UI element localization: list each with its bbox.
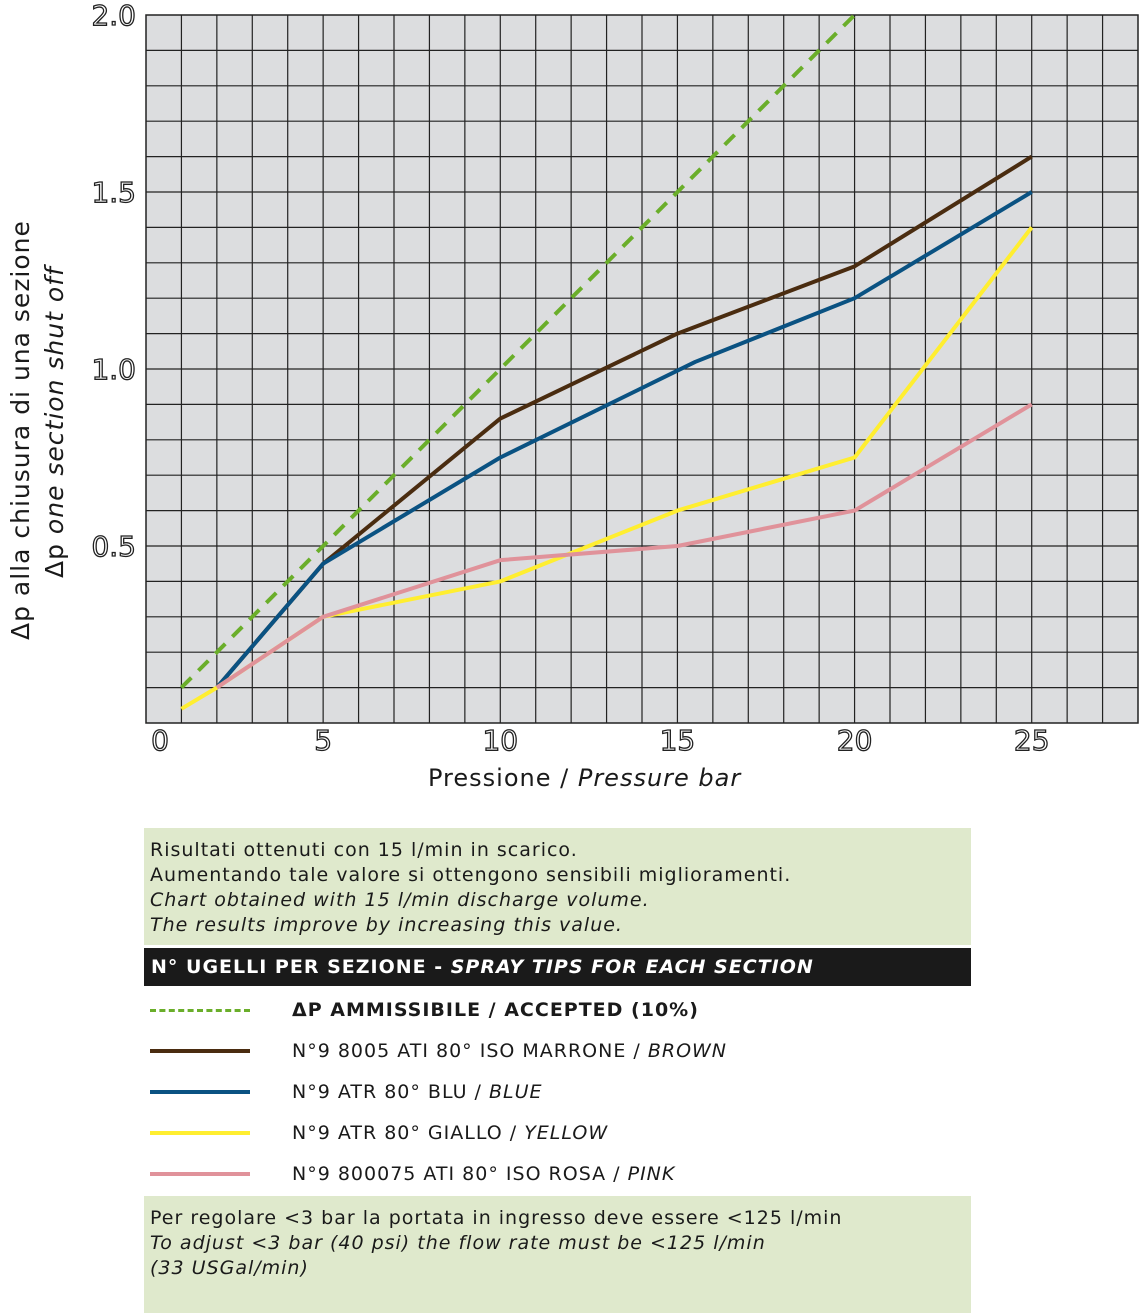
y-tick-label: 2.0 <box>91 0 136 32</box>
legend-item: ΔP AMMISSIBILE / ACCEPTED (10%) <box>150 998 699 1022</box>
x-axis-label-it: Pressione <box>428 764 552 792</box>
y-tick-label: 1.0 <box>91 353 136 386</box>
note-line: (33 USGal/min) <box>150 1257 309 1279</box>
note-line: To adjust <3 bar (40 psi) the flow rate … <box>150 1232 766 1254</box>
legend-label-en: BLUE <box>489 1081 543 1103</box>
x-tick-label: 5 <box>314 724 332 757</box>
legend-label: N°9 ATR 80° BLU / <box>292 1081 489 1103</box>
legend-swatch <box>150 1131 250 1135</box>
series-line-0 <box>180 13 856 690</box>
legend-swatch <box>150 1049 250 1053</box>
series-line-4 <box>215 402 1033 690</box>
legend-label: N°9 8005 ATI 80° ISO MARRONE / <box>292 1040 648 1062</box>
x-tick-label: 20 <box>837 724 873 757</box>
legend-item: N°9 800075 ATI 80° ISO ROSA / PINK <box>150 1162 675 1186</box>
legend-item: N°9 ATR 80° BLU / BLUE <box>150 1080 543 1104</box>
x-axis-label-sep: / <box>551 764 578 792</box>
legend-swatch <box>150 1172 250 1176</box>
note-line: Per regolare <3 bar la portata in ingres… <box>150 1207 843 1229</box>
note-discharge: Risultati ottenuti con 15 l/min in scari… <box>144 828 971 945</box>
legend-label: N°9 800075 ATI 80° ISO ROSA / <box>292 1163 628 1185</box>
legend-item: N°9 8005 ATI 80° ISO MARRONE / BROWN <box>150 1039 727 1063</box>
legend-label: N°9 ATR 80° GIALLO / <box>292 1122 525 1144</box>
y-tick-label: 0.5 <box>91 530 136 563</box>
y-axis-label-en: Δp one section shut off <box>40 266 69 578</box>
y-tick-label: 1.5 <box>91 176 136 209</box>
y-axis-label-en-text: one section shut off <box>40 266 69 535</box>
note-flow-rate: Per regolare <3 bar la portata in ingres… <box>144 1196 971 1313</box>
note-line: Aumentando tale valore si ottengono sens… <box>150 864 792 886</box>
legend-label-en: YELLOW <box>524 1122 609 1144</box>
x-tick-label: 15 <box>660 724 696 757</box>
legend-label: ΔP AMMISSIBILE / ACCEPTED (10%) <box>292 999 699 1021</box>
x-axis-label-en: Pressure bar <box>577 764 742 792</box>
legend-swatch <box>150 1090 250 1094</box>
legend-item: N°9 ATR 80° GIALLO / YELLOW <box>150 1121 608 1145</box>
x-axis-label: Pressione / Pressure bar <box>428 764 741 792</box>
x-tick-label: 0 <box>151 724 169 757</box>
legend-header: N° UGELLI PER SEZIONE - SPRAY TIPS FOR E… <box>144 948 971 986</box>
chart: 0 5 10 15 20 25 0.5 1.0 1.5 2.0 <box>91 0 1139 758</box>
series-line-2 <box>215 190 1033 689</box>
legend-label-en: PINK <box>627 1163 676 1185</box>
note-line: The results improve by increasing this v… <box>150 914 623 936</box>
y-axis-label-en-prefix: Δp <box>40 543 69 578</box>
legend-swatch <box>150 1008 250 1012</box>
legend-header-it: N° UGELLI PER SEZIONE - <box>151 956 451 978</box>
x-tick-label: 25 <box>1014 724 1050 757</box>
legend-label-en: BROWN <box>647 1040 728 1062</box>
legend-header-en: SPRAY TIPS FOR EACH SECTION <box>450 956 814 978</box>
note-line: Risultati ottenuti con 15 l/min in scari… <box>150 839 578 861</box>
note-line: Chart obtained with 15 l/min discharge v… <box>150 889 650 911</box>
y-axis-label-it: Δp alla chiusura di una sezione <box>6 220 35 640</box>
x-tick-label: 10 <box>482 724 518 757</box>
